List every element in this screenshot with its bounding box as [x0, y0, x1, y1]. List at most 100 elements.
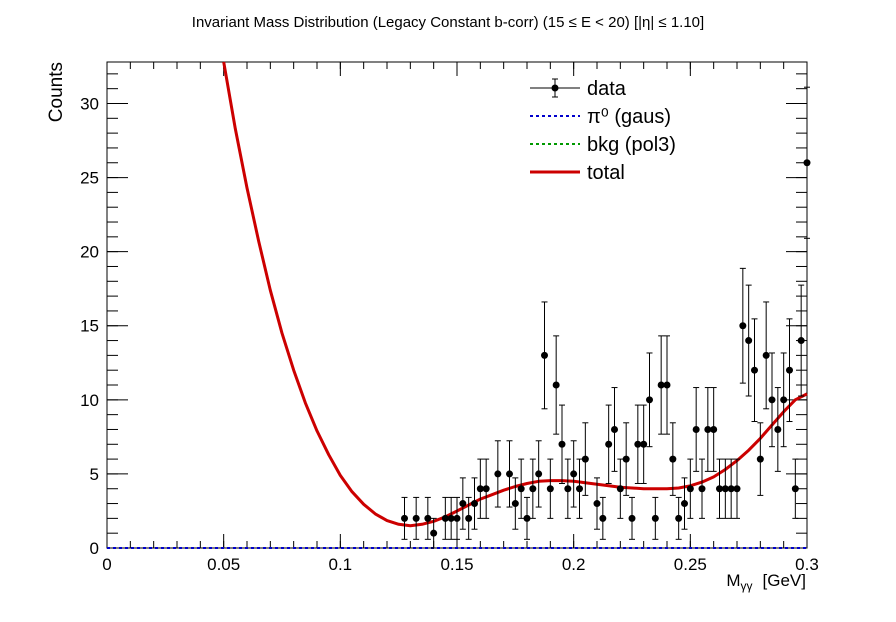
- data-marker: [634, 440, 642, 448]
- data-point: [762, 301, 770, 410]
- data-point: [646, 352, 653, 448]
- data-marker: [529, 485, 537, 493]
- data-marker: [453, 514, 461, 522]
- data-marker: [669, 455, 677, 463]
- data-point: [476, 458, 484, 519]
- data-point: [657, 335, 665, 435]
- data-point: [471, 477, 478, 530]
- data-marker: [447, 514, 455, 522]
- y-tick-label: 15: [80, 317, 99, 336]
- data-point: [628, 496, 636, 540]
- data-marker: [681, 500, 688, 508]
- data-point: [692, 387, 700, 472]
- data-marker: [558, 440, 566, 448]
- data-marker: [739, 322, 747, 330]
- data-marker: [721, 485, 729, 493]
- data-marker: [751, 366, 758, 374]
- data-point: [599, 496, 607, 540]
- data-point: [803, 86, 811, 239]
- data-marker: [541, 351, 548, 359]
- data-point: [564, 458, 572, 519]
- axis-ticks: 0 0.05 0.1 0.15 0.2 0.25 0.3 0 5 10 15 20 25 30: [80, 62, 819, 574]
- data-point: [681, 477, 688, 530]
- data-marker: [768, 396, 776, 404]
- data-point: [482, 458, 490, 519]
- data-marker: [786, 366, 793, 374]
- data-point: [523, 496, 531, 540]
- y-tick-label: 5: [90, 465, 99, 484]
- data-point: [401, 496, 408, 540]
- data-points: [401, 86, 811, 549]
- data-point: [634, 404, 642, 484]
- legend-label: bkg (pol3): [587, 134, 676, 156]
- legend-entry-bkg: bkg (pol3): [530, 134, 676, 156]
- y-tick-label: 20: [80, 243, 99, 262]
- data-point: [441, 496, 449, 540]
- data-marker: [401, 514, 408, 522]
- chart-title: Invariant Mass Distribution (Legacy Cons…: [192, 14, 704, 31]
- data-point: [605, 404, 613, 484]
- data-point: [581, 422, 589, 496]
- data-point: [797, 284, 805, 397]
- data-point: [710, 387, 718, 472]
- data-point: [774, 387, 782, 472]
- data-marker: [424, 514, 432, 522]
- x-tick-label: 0.1: [329, 555, 353, 574]
- data-marker: [692, 425, 700, 433]
- x-tick-label: 0.2: [562, 555, 586, 574]
- data-point: [751, 318, 758, 423]
- data-marker: [756, 455, 764, 463]
- x-axis-label-unit: [GeV]: [763, 571, 806, 590]
- legend-label: π⁰ (gaus): [587, 106, 671, 128]
- data-marker: [611, 425, 618, 433]
- data-point: [576, 458, 583, 519]
- y-tick-label: 0: [90, 539, 99, 558]
- data-point: [447, 496, 455, 540]
- data-marker: [430, 529, 438, 537]
- y-tick-label: 10: [80, 391, 99, 410]
- data-point: [517, 458, 525, 519]
- data-point: [716, 458, 723, 519]
- data-marker: [727, 485, 735, 493]
- data-marker: [494, 470, 502, 478]
- data-point: [430, 517, 438, 549]
- data-marker: [570, 470, 578, 478]
- data-point: [756, 422, 764, 496]
- data-point: [412, 496, 420, 540]
- data-marker: [651, 514, 659, 522]
- data-marker: [780, 396, 788, 404]
- data-point: [686, 458, 694, 519]
- data-marker: [657, 381, 665, 389]
- data-point: [465, 496, 473, 540]
- y-axis-label: Counts: [46, 62, 67, 122]
- data-point: [570, 440, 578, 508]
- x-tick-label: 0: [102, 555, 111, 574]
- data-marker: [441, 514, 449, 522]
- data-point: [780, 352, 788, 448]
- legend-entry-signal: π⁰ (gaus): [530, 106, 671, 128]
- data-point: [611, 387, 618, 472]
- data-point: [593, 477, 601, 530]
- data-marker: [605, 440, 613, 448]
- x-axis-label: Mγγ [GeV]: [726, 571, 806, 593]
- legend-entry-total: total: [530, 162, 625, 184]
- data-marker: [628, 514, 636, 522]
- data-point: [494, 440, 502, 508]
- data-marker: [686, 485, 694, 493]
- data-point: [640, 404, 648, 484]
- x-axis-label-subscript: γγ: [741, 579, 753, 593]
- data-point: [541, 301, 548, 410]
- data-marker: [710, 425, 718, 433]
- data-point: [663, 335, 671, 435]
- data-point: [675, 496, 683, 540]
- data-point: [733, 458, 741, 519]
- data-point: [546, 458, 554, 519]
- data-marker: [564, 485, 572, 493]
- data-marker: [733, 485, 741, 493]
- data-marker: [675, 514, 683, 522]
- data-marker: [523, 514, 531, 522]
- legend-marker: [551, 84, 559, 92]
- y-tick-label: 30: [80, 94, 99, 113]
